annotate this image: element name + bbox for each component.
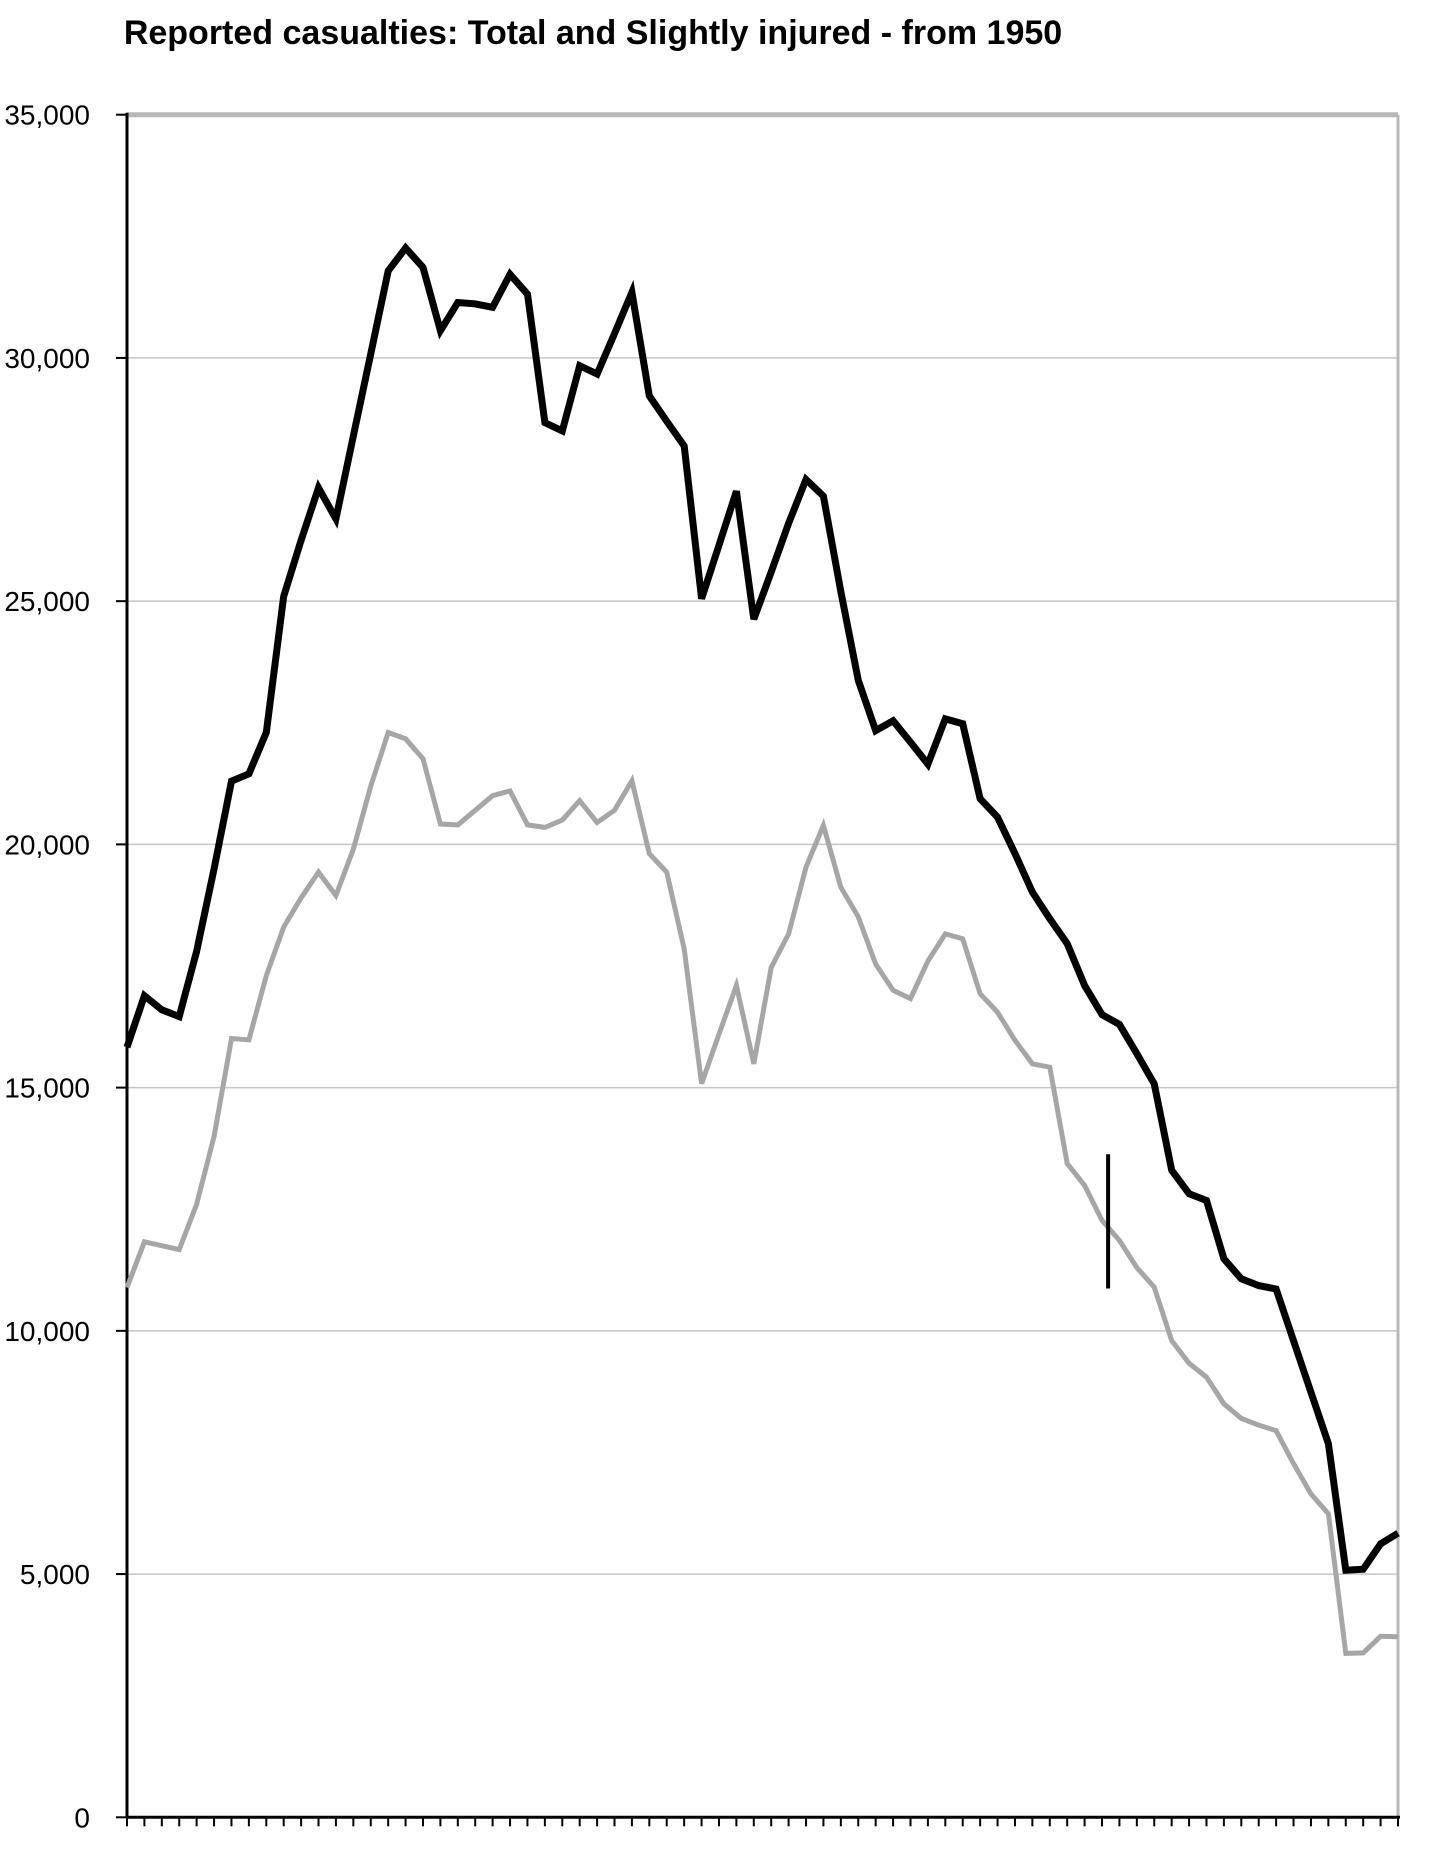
total-line: [123, 242, 1400, 1574]
chart-title: Reported casualties: Total and Slightly …: [123, 14, 1063, 52]
slightly-injured-line: [124, 729, 1399, 1656]
y-axis-tick-label: 35,000: [4, 100, 90, 131]
y-axis-tick-label: 10,000: [4, 1316, 90, 1347]
y-axis-tick-label: 5,000: [20, 1559, 90, 1590]
y-axis-tick-label: 25,000: [4, 586, 90, 617]
y-axis-tick-label: 15,000: [4, 1073, 90, 1104]
y-axis-tick-label: 0: [74, 1802, 90, 1833]
y-axis-tick-label: 20,000: [4, 829, 90, 860]
y-axis-tick-label: 30,000: [4, 343, 90, 374]
